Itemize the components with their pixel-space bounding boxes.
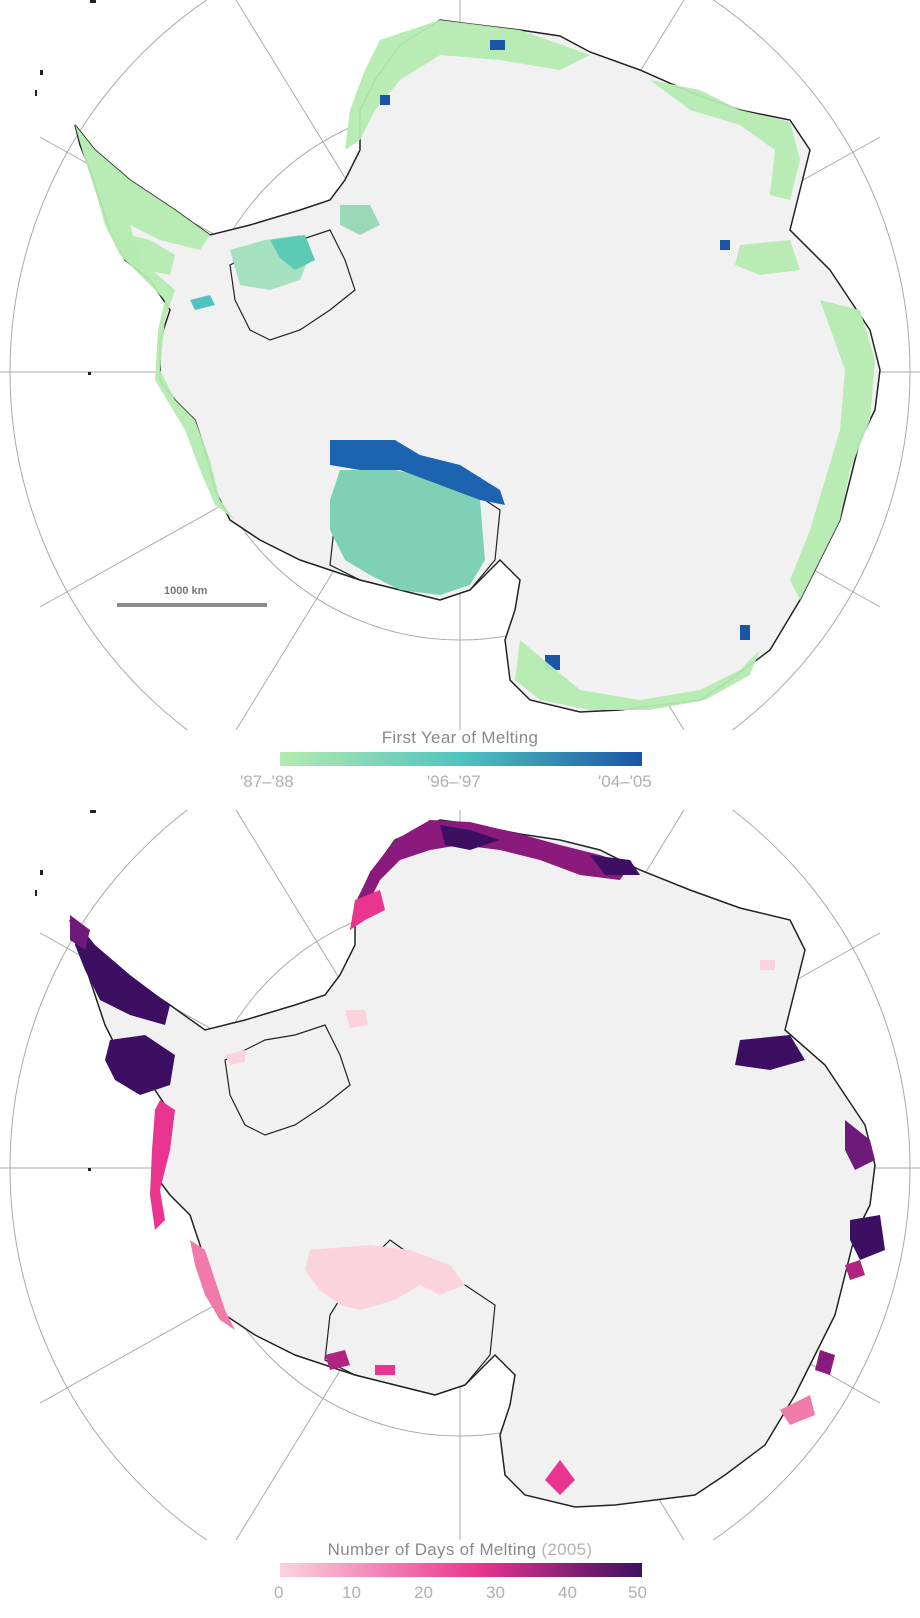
- legend-title-days: Number of Days of Melting (2005): [0, 1540, 920, 1560]
- legend-tick-0: 0: [274, 1583, 284, 1602]
- scale-bar: [117, 603, 267, 607]
- islands: [35, 810, 96, 1171]
- melt-days-areas: [70, 820, 885, 1495]
- legend-title-text: Number of Days of Melting: [327, 1540, 537, 1559]
- antarctica-map-days-melting: [0, 810, 920, 1540]
- legend-tick-end: '04–'05: [598, 772, 652, 791]
- scale-bar-label: 1000 km: [164, 585, 208, 597]
- legend-tick-30: 30: [486, 1583, 505, 1602]
- legend-colorbar-days: [280, 1563, 642, 1577]
- legend-tick-50: 50: [628, 1583, 647, 1602]
- first-year-melting-panel: 1000 km First Year of Melting '87–'88 '9…: [0, 0, 920, 800]
- legend-tick-40: 40: [558, 1583, 577, 1602]
- days-melting-panel: Number of Days of Melting (2005) 0 10 20…: [0, 810, 920, 1618]
- legend-subtitle-text: (2005): [541, 1540, 593, 1559]
- antarctica-landmass: [69, 819, 876, 1508]
- legend-colorbar-first-year: [280, 752, 642, 766]
- legend-title-text: First Year of Melting: [381, 728, 539, 747]
- legend-gradient: [280, 1563, 642, 1577]
- melt-first-year-areas: [75, 20, 875, 710]
- legend-tick-start: '87–'88: [240, 772, 294, 791]
- antarctica-map-first-year: [0, 0, 920, 730]
- legend-tick-10: 10: [342, 1583, 361, 1602]
- legend-tick-20: 20: [414, 1583, 433, 1602]
- legend-gradient: [280, 752, 642, 766]
- legend-title-first-year: First Year of Melting: [0, 728, 920, 748]
- legend-tick-middle: '96–'97: [427, 772, 481, 791]
- ronne-ice-shelf-outline: [224, 1024, 351, 1136]
- islands: [35, 0, 96, 375]
